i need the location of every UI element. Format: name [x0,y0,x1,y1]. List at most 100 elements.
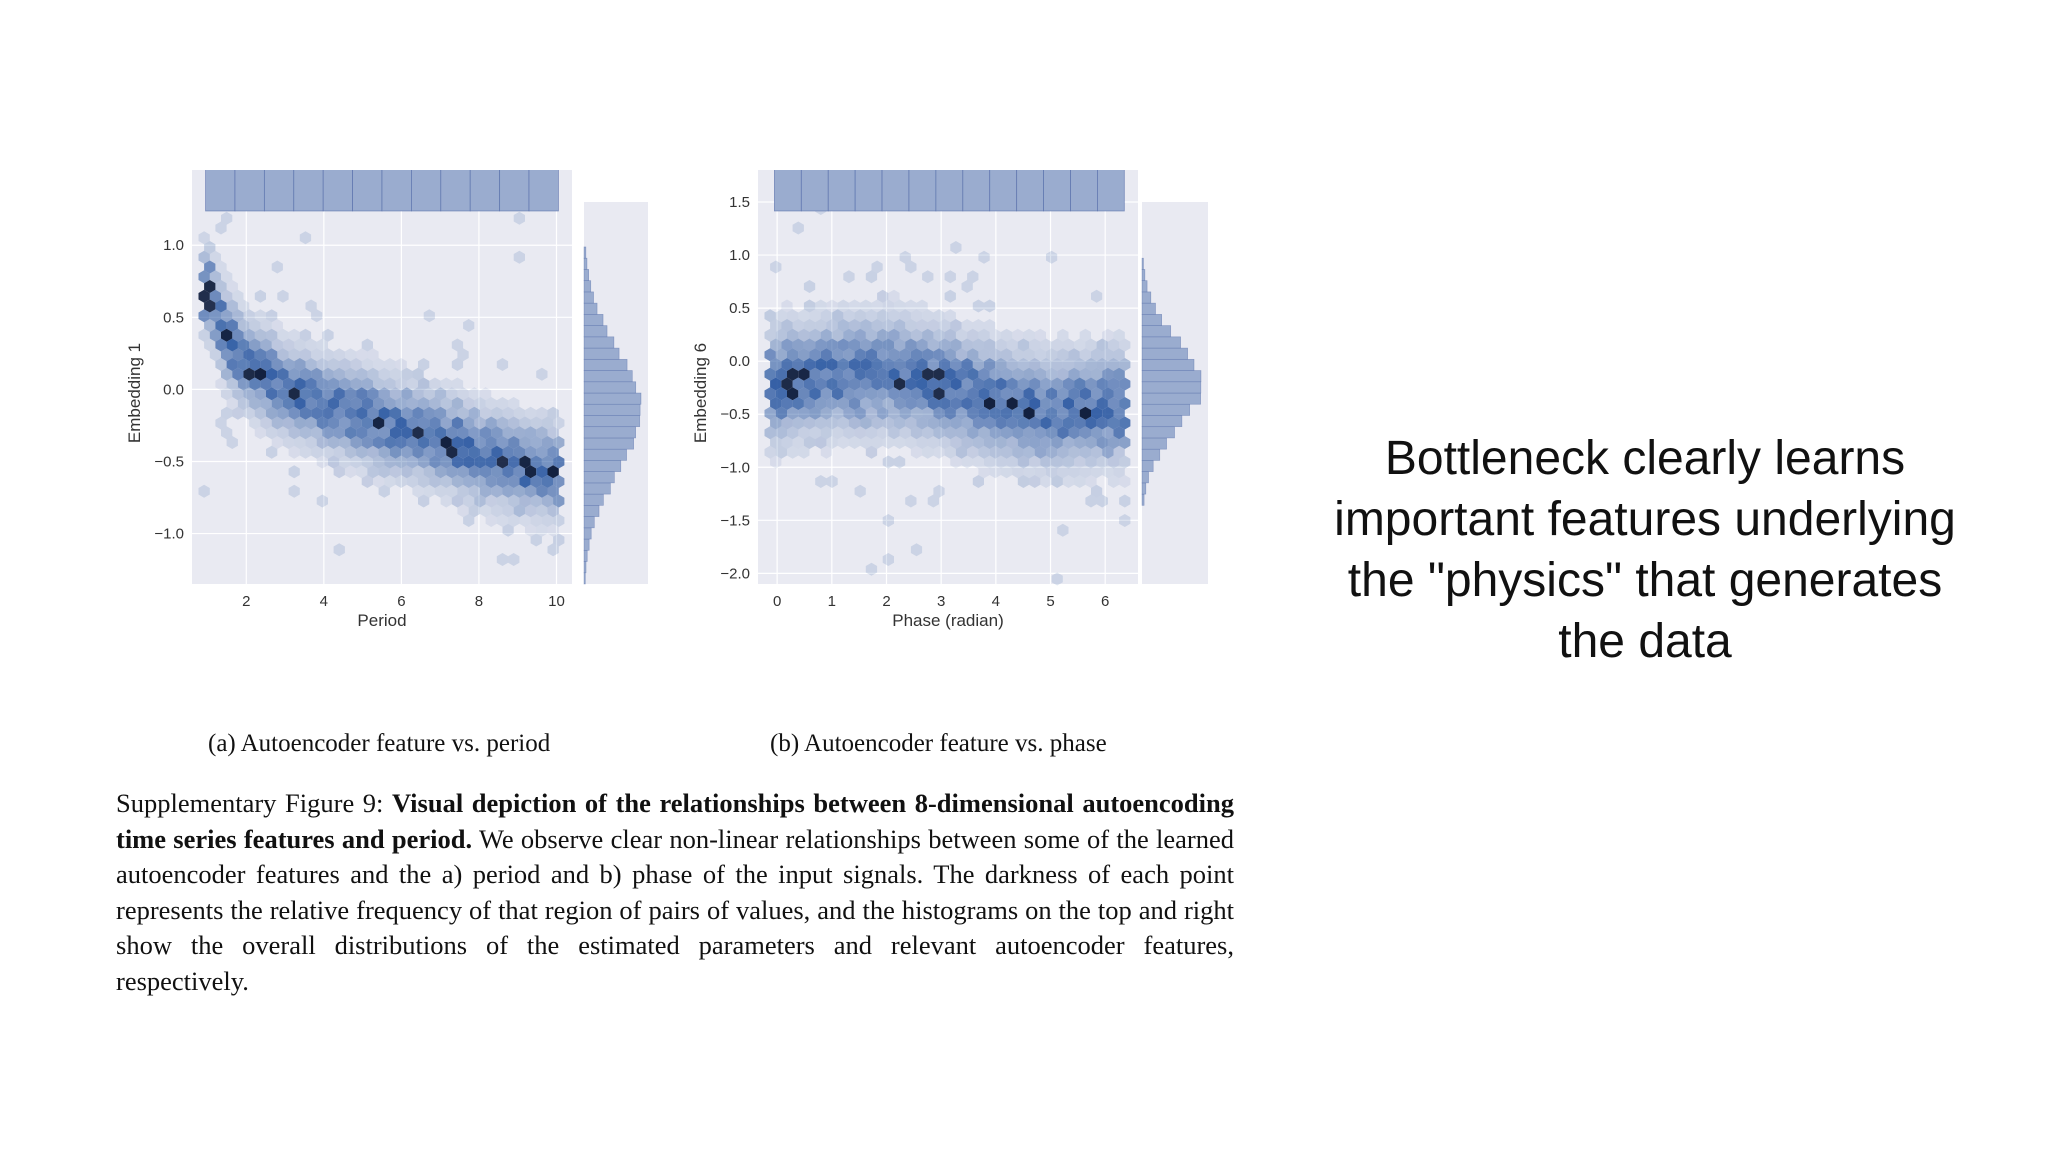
hexbin-cell [536,465,548,479]
hexbin-cell [254,328,266,342]
hexbin-cell [553,416,565,430]
right-histogram-bar [1141,426,1175,439]
hexbin-cell [333,406,345,420]
hexbin-cell [406,475,418,488]
hexbin-cell [423,309,435,323]
hexbin-cell [905,299,917,313]
hexbin-cell [927,494,939,508]
hexbin-cell [237,338,250,352]
hexbin-cell [1096,397,1108,410]
hexbin-cell [1051,358,1063,371]
hexbin-cell [356,465,368,479]
hexbin-cell [1040,455,1052,469]
right-histogram-bar [583,415,641,428]
hexbin-cell [803,358,816,371]
hexbin-cell [232,309,244,323]
hexbin-cell [367,426,379,440]
hexbin-cell [854,387,866,401]
right-histogram-bar [1141,269,1146,281]
hexbin-cell [305,358,317,371]
hexbin-cell [764,387,776,401]
hexbin-cell [1079,445,1091,459]
hexbin-cell [451,494,464,508]
top-histogram-bar [881,170,910,212]
hexbin-cell [508,416,520,430]
hexbin-cell [282,377,295,391]
hexbin-cell [547,406,559,420]
hexbin-cell [508,553,520,566]
hexbin-cell [1034,445,1046,459]
hexbin-cell [412,406,424,420]
hexbin-cell [536,367,548,381]
hexbin-cell [1034,387,1046,401]
hexbin-cell [888,309,900,323]
hexbin-cell [916,338,928,352]
hexbin-cell [429,377,441,391]
hexbin-cell [434,387,447,401]
hexbin-cell [1046,465,1058,479]
hexbin-cell [843,367,855,381]
hexbin-cell [770,377,782,391]
hexbin-cell [989,367,1001,381]
hexbin-cell [916,377,928,391]
hexbin-cell [939,397,951,410]
hexbin-cell [815,319,827,332]
hexbin-cell [541,475,554,488]
hexbin-cell [451,436,464,449]
hexbin-cell [775,445,787,459]
right-histogram-bar [583,370,633,383]
hexbin-cell [474,416,486,430]
hexbin-cell [820,309,832,323]
right-histogram-bar [1141,347,1188,360]
hexbin-cell [502,426,514,440]
hexbin-cell [770,319,782,332]
hexbin-cell [871,338,883,352]
hexbin-cell [1046,387,1058,401]
hexbin-cell [944,445,956,459]
hexbin-cell [266,445,278,459]
hexbin-cell [468,504,480,518]
hexbin-cell [984,397,996,410]
hexbin-cell [803,280,816,293]
hexbin-cell [961,358,973,371]
hexbin-cell [401,465,413,479]
hexbin-cell [848,338,861,352]
hexbin-cell [978,465,990,479]
hexbin-cell [826,475,838,488]
hexbin-cell [519,514,531,527]
hexbin-cell [299,328,312,342]
hexbin-cell [1113,348,1125,362]
right-histogram-bar [1141,336,1181,349]
hexbin-cell [848,436,861,449]
hexbin-cell [418,397,430,410]
hexbin-cell [513,250,525,264]
hexbin-cell [882,416,894,430]
hexbin-cell [1068,426,1080,440]
hexbin-cell [1085,358,1097,371]
hexbin-cell [826,319,838,332]
hexbin-cell [1000,406,1013,420]
hexbin-cell [418,494,430,508]
hexbin-cell [933,406,945,420]
hexbin-cell [305,377,317,391]
hexbin-cell [933,484,945,498]
hexbin-cell [1096,455,1108,469]
hexbin-cell [451,358,464,371]
hexbin-cell [894,397,906,410]
hexbin-cell [1023,387,1035,401]
hexbin-cell [1102,328,1114,342]
hexbin-cell [764,328,776,342]
hexbin-cell [843,270,855,284]
hexbin-cell [1062,358,1075,371]
hexbin-cell [226,397,238,410]
right-histogram-bar [583,572,586,585]
hexbin-cell [967,270,979,284]
hexbin-cell [1023,445,1035,459]
hexbin-cell [440,397,452,410]
hexbin-cell [809,309,821,323]
hexbin-cell [787,328,799,342]
hexbin-cell [972,338,984,352]
hexbin-cell [322,387,334,401]
hexbin-cell [798,387,810,401]
hexbin-cell [775,309,787,323]
